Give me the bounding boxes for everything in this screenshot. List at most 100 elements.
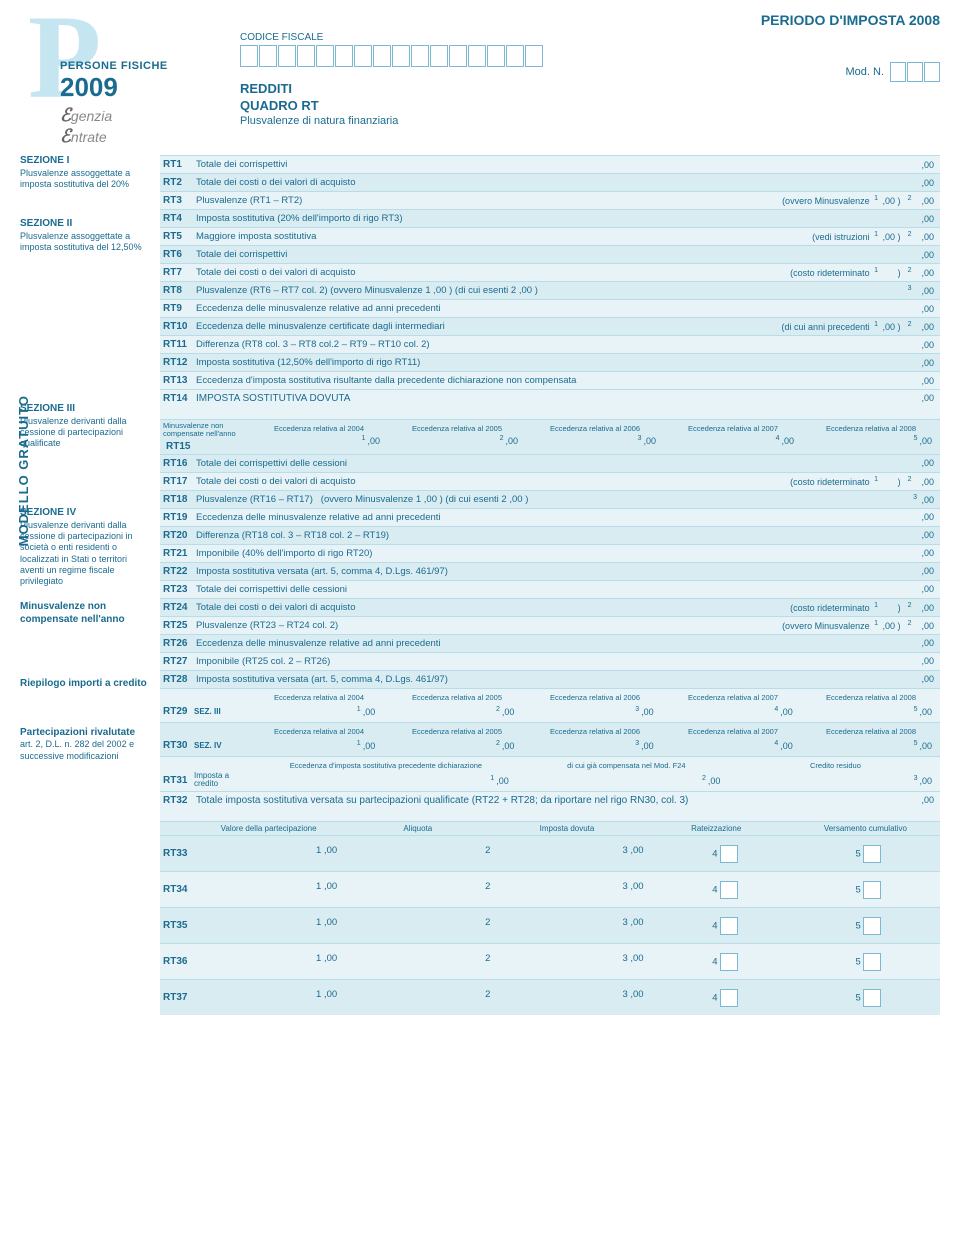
row-rt7: RT7Totale dei costi o dei valori di acqu… (160, 263, 940, 281)
period-label: PERIODO D'IMPOSTA 2008 (20, 12, 940, 28)
row-rt2: RT2Totale dei costi o dei valori di acqu… (160, 173, 940, 191)
checkbox[interactable] (720, 917, 738, 935)
section-2-desc: Plusvalenze assoggettate a imposta sosti… (20, 231, 152, 254)
row-rt8: RT8Plusvalenze (RT6 – RT7 col. 2) (ovver… (160, 281, 940, 299)
modello-gratuito-label: MODELLO GRATUITO (16, 395, 31, 546)
row-desc: Imposta sostitutiva versata (art. 5, com… (194, 674, 921, 685)
row-tail: ,00 (921, 160, 940, 170)
row-desc: Eccedenza d'imposta sostitutiva risultan… (194, 375, 921, 386)
row-rt4: RT4Imposta sostitutiva (20% dell'importo… (160, 209, 940, 227)
checkbox[interactable] (863, 845, 881, 863)
row-rt25: RT25Plusvalenze (RT23 – RT24 col. 2)(ovv… (160, 616, 940, 634)
mod-n-input[interactable] (890, 62, 940, 82)
row-desc: Eccedenza delle minusvalenze relative ad… (194, 512, 921, 523)
row-code: RT13 (160, 375, 194, 386)
row-rt3: RT3Plusvalenze (RT1 – RT2)(ovvero Minusv… (160, 191, 940, 209)
section-4-desc: Plusvalenze derivanti dalla cessione di … (20, 520, 152, 588)
row-desc: Totale dei corrispettivi delle cessioni (194, 458, 921, 469)
checkbox[interactable] (863, 917, 881, 935)
row-code: RT27 (160, 656, 194, 667)
row-desc: Imponibile (RT25 col. 2 – RT26) (194, 656, 921, 667)
row-desc: Imposta sostitutiva (20% dell'importo di… (194, 213, 921, 224)
checkbox[interactable] (863, 881, 881, 899)
row-rt35: RT351 ,002 3 ,004 5 (160, 907, 940, 943)
quadro-subtitle: Plusvalenze di natura finanziaria (240, 115, 825, 127)
row-tail: ,00 (921, 530, 940, 540)
row-code: RT4 (160, 213, 194, 224)
row-rt21: RT21Imponibile (40% dell'importo di rigo… (160, 544, 940, 562)
row-rt11: RT11Differenza (RT8 col. 3 – RT8 col.2 –… (160, 335, 940, 353)
row-code: RT28 (160, 674, 194, 685)
mod-n-block: Mod. N. (845, 62, 940, 82)
row-code: RT2 (160, 177, 194, 188)
row-rt37: RT371 ,002 3 ,004 5 (160, 979, 940, 1015)
row-tail: ,00 (921, 566, 940, 576)
row-desc: Eccedenza delle minusvalenze relative ad… (194, 303, 921, 314)
row-rt36: RT361 ,002 3 ,004 5 (160, 943, 940, 979)
row-tail: ,00 (921, 358, 940, 368)
row-code: RT9 (160, 303, 194, 314)
row-desc: Imponibile (40% dell'importo di rigo RT2… (194, 548, 921, 559)
row-rt24: RT24Totale dei costi o dei valori di acq… (160, 598, 940, 616)
row-rt22: RT22Imposta sostitutiva versata (art. 5,… (160, 562, 940, 580)
section-3-title: SEZIONE III (20, 403, 152, 416)
row-rt9: RT9Eccedenza delle minusvalenze relative… (160, 299, 940, 317)
row-desc: Eccedenza delle minusvalenze relative ad… (194, 638, 921, 649)
row-desc: Differenza (RT18 col. 3 – RT18 col. 2 – … (194, 530, 921, 541)
row-code: RT1 (160, 159, 194, 170)
codice-fiscale-input[interactable] (240, 45, 825, 67)
row-rt31: Eccedenza d'imposta sostitutiva preceden… (160, 756, 940, 792)
row-code: RT21 (160, 548, 194, 559)
row-code: RT26 (160, 638, 194, 649)
row-tail: ,00 (921, 674, 940, 684)
checkbox[interactable] (863, 953, 881, 971)
row-tail: ,00 (921, 584, 940, 594)
row-rt30: Eccedenza relativa al 2004Eccedenza rela… (160, 722, 940, 756)
logo-block: P PERSONE FISICHE 2009 ℰgenzia ℰntrate (20, 32, 220, 147)
row-code: RT16 (160, 458, 194, 469)
row-rt16: RT16Totale dei corrispettivi delle cessi… (160, 454, 940, 472)
row-tail: ,00 (921, 214, 940, 224)
year-label: 2009 (60, 72, 220, 103)
row-tail: ,00 (921, 458, 940, 468)
row-tail: ,00 (921, 178, 940, 188)
checkbox[interactable] (720, 845, 738, 863)
row-rt33: RT331 ,002 3 ,004 5 (160, 835, 940, 871)
row-tail: ,00 (921, 250, 940, 260)
row-tail: ,00 (921, 638, 940, 648)
row-rt20: RT20Differenza (RT18 col. 3 – RT18 col. … (160, 526, 940, 544)
row-desc: Totale dei corrispettivi delle cessioni (194, 584, 921, 595)
part-headers: Valore della partecipazioneAliquotaImpos… (160, 821, 940, 835)
section-1-desc: Plusvalenze assoggettate a imposta sosti… (20, 168, 152, 191)
agenzia-logo: ℰgenzia ℰntrate (60, 105, 220, 147)
section-part-desc: art. 2, D.L. n. 282 del 2002 e successiv… (20, 739, 152, 762)
row-rt10: RT10Eccedenza delle minusvalenze certifi… (160, 317, 940, 335)
persone-fisiche-label: PERSONE FISICHE (60, 60, 220, 72)
row-desc: Imposta sostitutiva (12,50% dell'importo… (194, 357, 921, 368)
row-rt19: RT19Eccedenza delle minusvalenze relativ… (160, 508, 940, 526)
row-rt18: RT18Plusvalenze (RT16 – RT17) (ovvero Mi… (160, 490, 940, 508)
row-tail: ,00 (921, 548, 940, 558)
row-desc: Imposta sostitutiva versata (art. 5, com… (194, 566, 921, 577)
row-desc: Totale dei corrispettivi (194, 159, 921, 170)
quadro-title: QUADRO RT (240, 98, 825, 113)
section-minus-title: Minusvalenze non compensate nell'anno (20, 601, 152, 626)
row-rt12: RT12Imposta sostitutiva (12,50% dell'imp… (160, 353, 940, 371)
row-rt5: RT5Maggiore imposta sostitutiva(vedi ist… (160, 227, 940, 245)
row-tail: ,00 (921, 304, 940, 314)
section-4-title: SEZIONE IV (20, 507, 152, 520)
row-tail: ,00 (921, 376, 940, 386)
row-rt27: RT27Imponibile (RT25 col. 2 – RT26),00 (160, 652, 940, 670)
row-code: RT19 (160, 512, 194, 523)
row-tail: ,00 (921, 656, 940, 666)
section-riepilogo-title: Riepilogo importi a credito (20, 678, 152, 691)
row-code: RT6 (160, 249, 194, 260)
checkbox[interactable] (720, 989, 738, 1007)
row-rt26: RT26Eccedenza delle minusvalenze relativ… (160, 634, 940, 652)
checkbox[interactable] (863, 989, 881, 1007)
checkbox[interactable] (720, 881, 738, 899)
checkbox[interactable] (720, 953, 738, 971)
row-tail: ,00 (921, 512, 940, 522)
codice-fiscale-label: CODICE FISCALE (240, 32, 825, 43)
row-rt15: Minusvalenze non compensate nell'annoRT1… (160, 419, 940, 454)
